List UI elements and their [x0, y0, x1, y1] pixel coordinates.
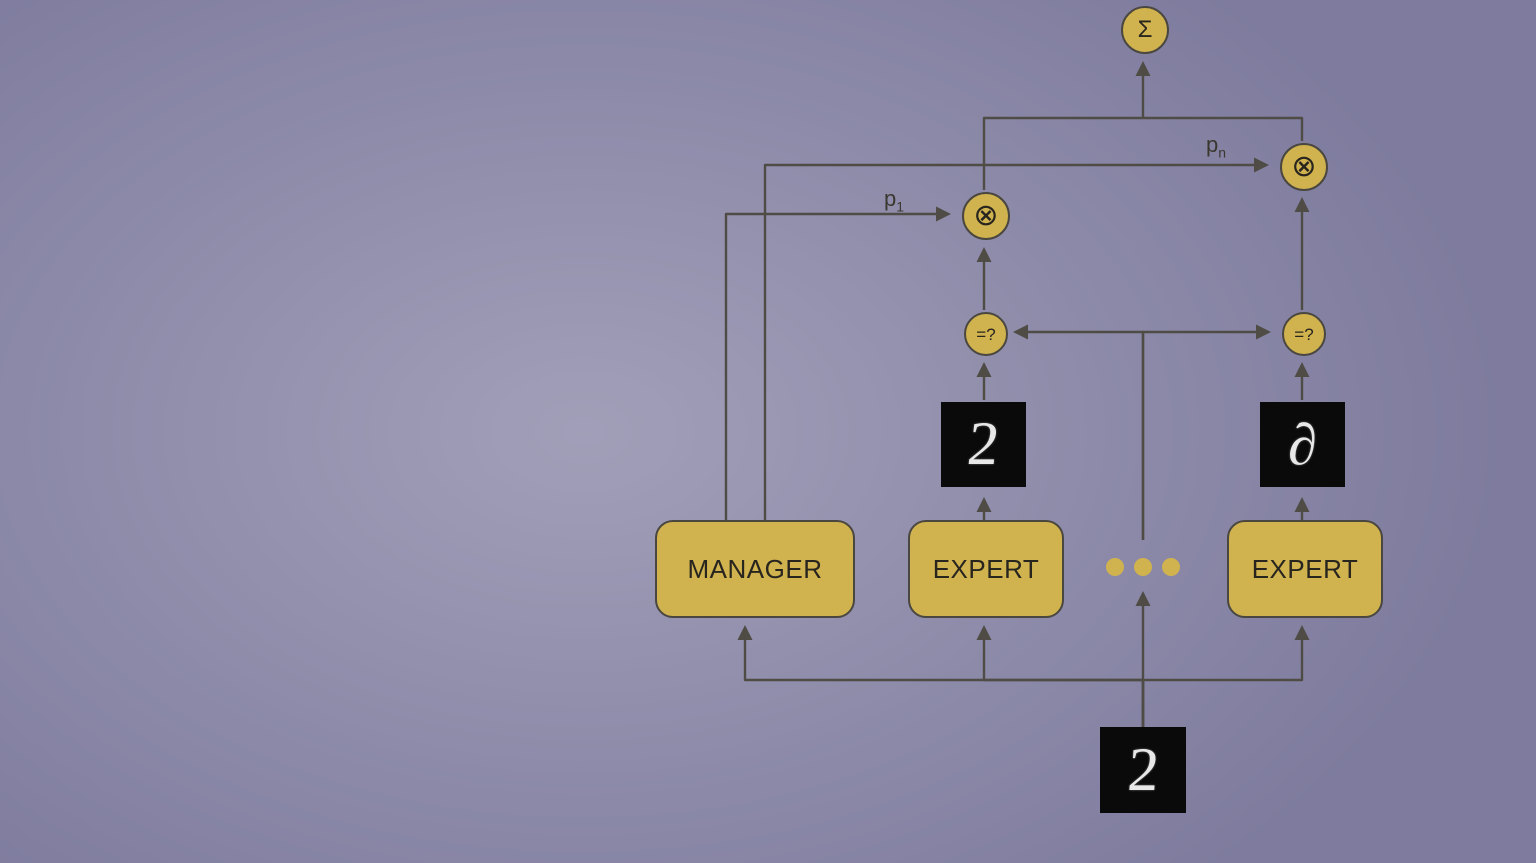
tile-out2: ∂ [1260, 402, 1345, 487]
tile-input-glyph: 2 [1125, 735, 1161, 806]
ellipsis-dot [1134, 558, 1152, 576]
diagram-stage: MANAGEREXPERTEXPERTΣ⊗⊗=?=?2∂2p1pn [0, 0, 1536, 863]
mult1-symbol: ⊗ [973, 201, 998, 231]
mult2-symbol: ⊗ [1291, 152, 1316, 182]
manager-label: MANAGER [688, 554, 823, 585]
label-pn-sub: n [1218, 144, 1226, 160]
eq1-symbol: =? [976, 326, 995, 343]
tile-out1: 2 [941, 402, 1026, 487]
expert2-box: EXPERT [1227, 520, 1383, 618]
label-pn: pn [1206, 132, 1226, 160]
edge [984, 118, 1302, 190]
tile-input: 2 [1100, 727, 1186, 813]
mult2-node: ⊗ [1280, 143, 1328, 191]
manager-box: MANAGER [655, 520, 855, 618]
eq1-node: =? [964, 312, 1008, 356]
eq2-symbol: =? [1294, 326, 1313, 343]
label-p1-base: p [884, 186, 896, 211]
mult1-node: ⊗ [962, 192, 1010, 240]
expert2-label: EXPERT [1252, 554, 1359, 585]
edge [1016, 332, 1143, 540]
sum-node: Σ [1121, 6, 1169, 54]
label-p1-sub: 1 [896, 198, 904, 214]
edge [745, 628, 1143, 727]
tile-out1-glyph: 2 [964, 409, 1002, 480]
eq2-node: =? [1282, 312, 1326, 356]
edge [1143, 332, 1268, 540]
expert1-box: EXPERT [908, 520, 1064, 618]
label-pn-base: p [1206, 132, 1218, 157]
label-p1: p1 [884, 186, 904, 214]
edge [726, 214, 948, 520]
ellipsis-dot [1162, 558, 1180, 576]
tile-out2-glyph: ∂ [1288, 411, 1317, 478]
sum-symbol: Σ [1138, 18, 1153, 42]
edge [1143, 628, 1302, 727]
edge [984, 628, 1143, 727]
ellipsis-dot [1106, 558, 1124, 576]
expert1-label: EXPERT [933, 554, 1040, 585]
